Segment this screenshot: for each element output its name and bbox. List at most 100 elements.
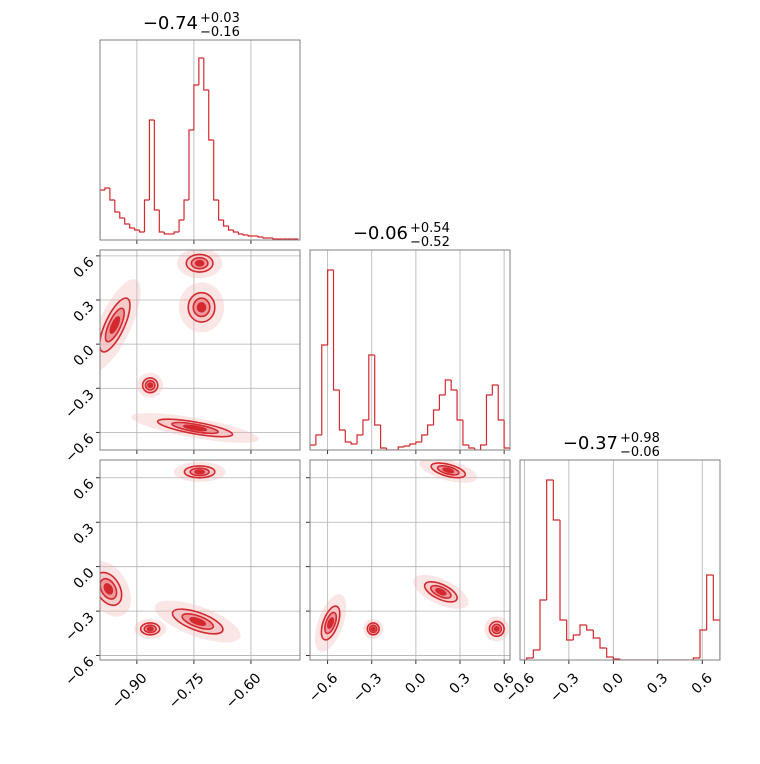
hist-step — [586, 625, 594, 631]
hist-step — [572, 634, 580, 640]
hist-step — [124, 218, 130, 225]
hist-step — [188, 129, 194, 200]
hist-step — [526, 657, 534, 660]
hist-step — [344, 430, 352, 443]
contour-level — [493, 625, 500, 632]
hist-step — [315, 434, 322, 445]
panel-frame — [519, 459, 721, 661]
y-tick-label: 0.6 — [71, 476, 98, 503]
hist-step — [203, 58, 209, 91]
y-tick-label: 0.3 — [71, 298, 98, 325]
contour-level — [103, 583, 114, 595]
panel: −0.6−0.30.00.30.6 — [62, 249, 301, 466]
hist-step — [129, 224, 135, 229]
hist-step — [619, 659, 627, 660]
hist-step — [532, 649, 540, 658]
contour-level — [442, 467, 455, 474]
contour-level — [327, 617, 335, 629]
plot-area — [100, 460, 300, 660]
plot-area — [520, 460, 720, 660]
hist-step — [379, 425, 387, 449]
contour-level — [370, 626, 376, 632]
hist-step — [421, 434, 428, 442]
hist-step — [310, 444, 316, 450]
x-tick-label: 0.6 — [689, 670, 716, 697]
title-upper: +0.03 — [200, 11, 240, 26]
hist-step — [327, 269, 334, 345]
title-upper: +0.98 — [620, 431, 660, 446]
title-lower: −0.06 — [620, 445, 660, 460]
hist-step — [579, 624, 587, 635]
hist-step — [198, 57, 204, 85]
title-lower: −0.52 — [410, 235, 450, 250]
y-tick-label: 0.0 — [71, 565, 98, 592]
title-value: −0.37 — [563, 433, 618, 454]
panel-frame — [99, 459, 301, 661]
contour-level — [147, 382, 154, 389]
plot-area — [310, 250, 510, 450]
hist-step — [606, 648, 614, 658]
x-tick-label: −0.3 — [547, 670, 582, 705]
hist-step — [699, 629, 707, 658]
hist-step — [222, 220, 229, 227]
contour-level — [194, 469, 205, 475]
hist-step — [227, 226, 234, 231]
hist-step — [163, 232, 170, 235]
hist-step — [503, 420, 510, 450]
hist-step — [153, 120, 160, 211]
hist-step — [178, 219, 185, 232]
hist-step — [599, 638, 607, 649]
y-tick-label: 0.0 — [71, 342, 98, 369]
y-tick-label: −0.3 — [62, 609, 97, 644]
plot-area — [100, 40, 299, 240]
hist-step — [257, 236, 264, 238]
hist-step — [497, 385, 505, 421]
x-tick-label: −0.60 — [223, 670, 265, 712]
hist-step — [450, 380, 458, 391]
x-tick-label: 0.3 — [644, 670, 671, 697]
contour-level — [183, 424, 208, 432]
hist-step — [385, 448, 393, 450]
hist-step — [432, 409, 440, 425]
hist-step — [712, 575, 720, 660]
hist-step — [218, 200, 224, 221]
hist-step — [485, 394, 493, 445]
hist-step — [356, 434, 363, 444]
hist-step — [456, 390, 463, 421]
hist-step — [397, 446, 405, 450]
panel-frame — [309, 249, 511, 451]
panel: −0.06 +0.54−0.52 — [309, 221, 511, 454]
hist-step — [173, 231, 180, 234]
x-tick-label: −0.3 — [350, 670, 385, 705]
hist-step — [114, 200, 120, 213]
contour-level — [194, 259, 205, 267]
hist-step — [158, 210, 165, 233]
y-tick-label: −0.3 — [62, 387, 97, 422]
hist-step — [213, 140, 219, 201]
title-value: −0.74 — [143, 13, 198, 34]
hist-step — [474, 448, 481, 450]
contour-level — [435, 588, 447, 596]
hist-step — [706, 574, 714, 630]
hist-step — [444, 379, 452, 395]
hist-step — [612, 657, 620, 660]
hist-step — [193, 84, 199, 130]
hist-step — [148, 119, 155, 200]
hist-step — [374, 355, 381, 426]
hist-step — [143, 199, 150, 232]
contour-level — [109, 316, 121, 334]
hist-step — [546, 479, 554, 600]
hist-step — [592, 630, 600, 639]
x-tick-label: 0.0 — [600, 670, 627, 697]
title-lower: −0.16 — [200, 25, 240, 40]
x-tick-label: −0.6 — [306, 670, 341, 705]
hist-step — [119, 212, 125, 219]
y-tick-label: −0.6 — [62, 654, 97, 689]
hist-step — [262, 237, 269, 239]
hist-step — [109, 188, 115, 201]
contour-level — [146, 626, 154, 632]
hist-step — [138, 230, 145, 233]
